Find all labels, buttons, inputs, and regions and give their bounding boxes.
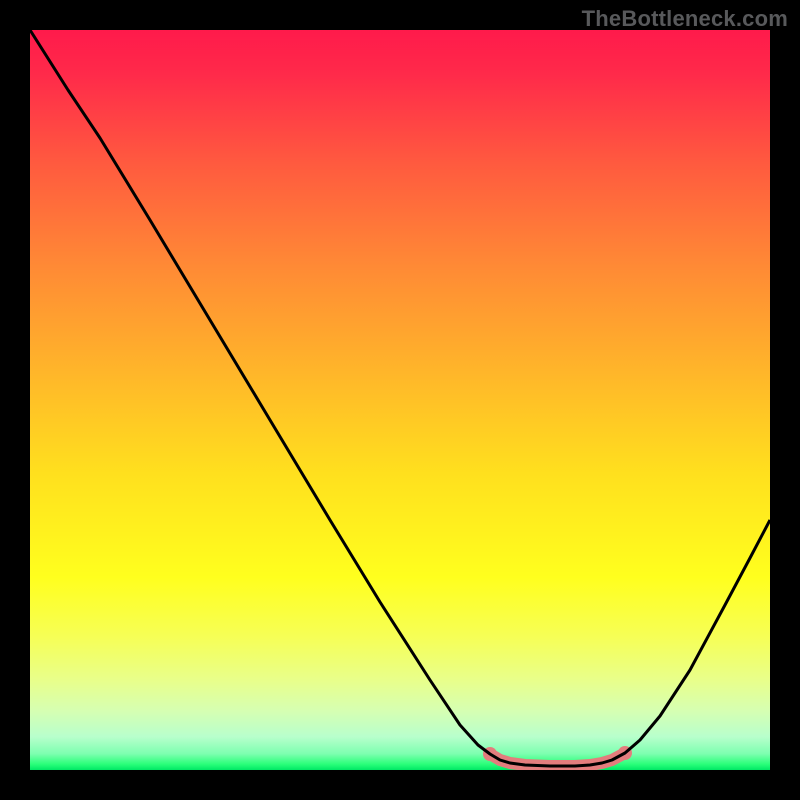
watermark-text: TheBottleneck.com (582, 6, 788, 32)
bottleneck-curve (30, 30, 770, 766)
curve-layer (30, 30, 770, 770)
chart-container: TheBottleneck.com (0, 0, 800, 800)
plot-area (30, 30, 770, 770)
